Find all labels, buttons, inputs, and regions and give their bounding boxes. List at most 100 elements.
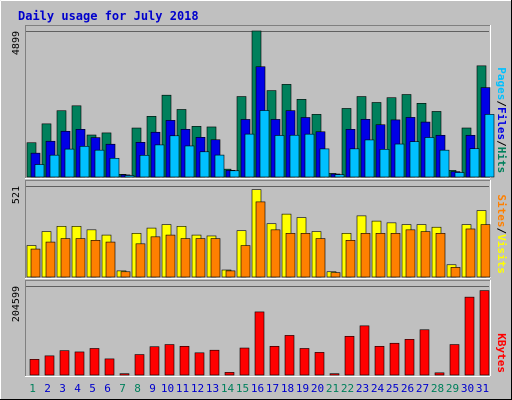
bar-pages-day-19 (304, 133, 315, 178)
bar-sites-day-25 (390, 233, 401, 278)
bar-sites-day-29 (450, 267, 461, 278)
bar-kbytes-day-26 (404, 339, 415, 376)
x-tick-label-5: 5 (89, 382, 96, 395)
x-tick-label-4: 4 (74, 382, 81, 395)
bar-pages-day-24 (379, 149, 390, 178)
bar-kbytes-day-23 (359, 325, 370, 376)
bar-kbytes-day-28 (434, 372, 445, 376)
x-tick-label-29: 29 (446, 382, 459, 395)
bar-pages-day-13 (214, 154, 225, 178)
bar-sites-day-27 (420, 231, 431, 278)
panel-ymax-label: 4899 (11, 31, 22, 55)
x-tick-label-23: 23 (356, 382, 369, 395)
legend-item-3: / (495, 140, 508, 147)
series-pages (34, 110, 495, 178)
x-tick-label-3: 3 (59, 382, 66, 395)
bar-sites-day-24 (375, 233, 386, 278)
bar-kbytes-day-10 (164, 344, 175, 376)
x-tick-label-14: 14 (221, 382, 235, 395)
x-tick-label-11: 11 (176, 382, 189, 395)
bar-pages-day-30 (469, 148, 480, 178)
bar-sites-day-13 (210, 238, 221, 278)
bar-kbytes-day-20 (314, 352, 325, 376)
bar-kbytes-day-29 (449, 344, 460, 376)
bar-kbytes-day-15 (239, 347, 250, 376)
bar-kbytes-day-6 (104, 358, 115, 376)
panel-ymax-label: 521 (11, 186, 22, 204)
bar-pages-day-20 (319, 148, 330, 178)
bar-pages-day-3 (64, 148, 75, 178)
bar-sites-day-12 (195, 238, 206, 278)
bar-sites-day-20 (315, 238, 326, 278)
bar-sites-day-3 (60, 238, 71, 278)
x-tick-label-22: 22 (341, 382, 354, 395)
bar-sites-day-9 (150, 236, 161, 278)
bar-sites-day-21 (330, 272, 341, 278)
x-tick-label-1: 1 (29, 382, 36, 395)
legend-item-2: Visits (495, 234, 508, 274)
x-tick-label-12: 12 (191, 382, 204, 395)
x-tick-label-16: 16 (251, 382, 264, 395)
x-tick-label-18: 18 (281, 382, 294, 395)
bar-pages-day-29 (454, 172, 465, 178)
bar-kbytes-day-1 (29, 359, 40, 376)
x-axis-day-labels: 1 2 3 4 5 6 7 8 9 10 11 12 13 14 15 16 17 18 19 20 21 22 23 24 2… (29, 382, 489, 395)
x-tick-label-15: 15 (236, 382, 249, 395)
bar-pages-day-5 (94, 149, 105, 178)
panel-legend: KBytes (495, 333, 508, 373)
bar-kbytes-day-25 (389, 342, 400, 376)
bar-pages-day-7 (124, 175, 135, 178)
x-tick-label-26: 26 (401, 382, 414, 395)
bar-kbytes-day-12 (194, 352, 205, 376)
x-tick-label-24: 24 (371, 382, 385, 395)
x-tick-label-7: 7 (119, 382, 126, 395)
bar-pages-day-11 (184, 145, 195, 178)
bar-sites-day-28 (435, 233, 446, 278)
bar-sites-day-8 (135, 243, 146, 278)
x-tick-label-28: 28 (431, 382, 444, 395)
bar-pages-day-27 (424, 137, 435, 178)
bar-pages-day-10 (169, 135, 180, 178)
bar-sites-day-30 (465, 228, 476, 278)
legend-item-4: Hits (495, 147, 508, 174)
panel-ymax-label: 204599 (11, 286, 22, 322)
bar-kbytes-day-11 (179, 345, 190, 376)
panel-legend: Pages/Files/Hits (495, 67, 508, 173)
bar-kbytes-day-18 (284, 335, 295, 376)
bar-pages-day-18 (289, 134, 300, 178)
chart-title: Daily usage for July 2018 (18, 9, 199, 23)
bar-kbytes-day-17 (269, 345, 280, 376)
bar-sites-day-17 (270, 229, 281, 278)
x-tick-label-17: 17 (266, 382, 279, 395)
bar-sites-day-2 (45, 241, 56, 278)
bar-pages-day-8 (139, 155, 150, 178)
bar-kbytes-day-30 (464, 296, 475, 376)
bar-pages-day-14 (229, 170, 240, 178)
bar-kbytes-day-5 (89, 348, 100, 376)
bar-kbytes-day-14 (224, 372, 235, 376)
panel-kbytes: 204599 KBytes (11, 280, 508, 377)
bar-kbytes-day-13 (209, 349, 220, 376)
bar-sites-day-11 (180, 238, 191, 278)
bar-sites-day-31 (480, 224, 491, 278)
panel-visits-sites: 521 Sites/Visits (11, 180, 508, 279)
bar-pages-day-17 (274, 135, 285, 178)
x-tick-label-10: 10 (161, 382, 174, 395)
bar-pages-day-15 (244, 133, 255, 178)
bar-pages-day-22 (349, 148, 360, 178)
x-tick-label-13: 13 (206, 382, 219, 395)
x-tick-label-30: 30 (461, 382, 474, 395)
legend-item-0: Sites (495, 194, 508, 227)
bar-sites-day-16 (255, 201, 266, 278)
bar-sites-day-14 (225, 270, 236, 278)
bar-sites-day-26 (405, 229, 416, 278)
bar-sites-day-10 (165, 234, 176, 278)
x-tick-label-9: 9 (149, 382, 156, 395)
series-kbytes (29, 290, 490, 376)
legend-item-2: Files (495, 107, 508, 140)
legend-item-0: Pages (495, 67, 508, 100)
x-tick-label-21: 21 (326, 382, 339, 395)
x-tick-label-6: 6 (104, 382, 111, 395)
